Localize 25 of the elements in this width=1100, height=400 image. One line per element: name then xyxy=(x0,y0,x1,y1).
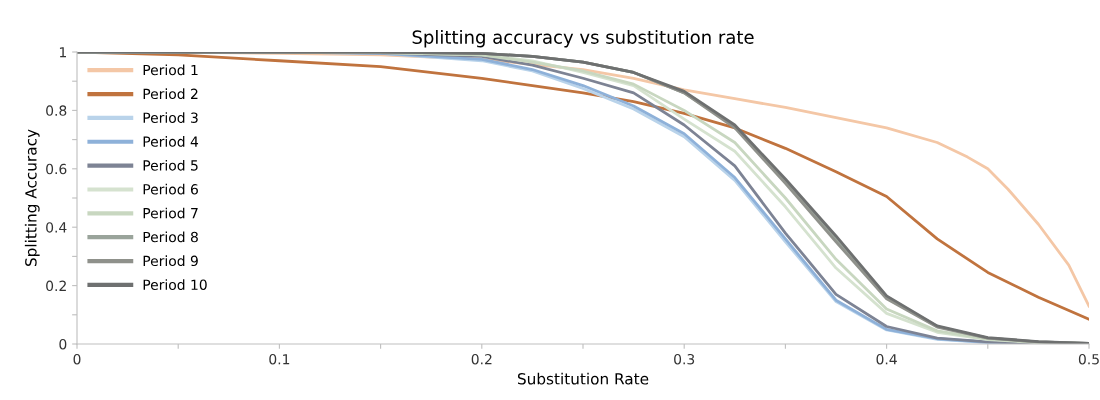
x-tick-label: 0.3 xyxy=(674,353,695,365)
y-tick-label: 0.6 xyxy=(46,163,67,175)
x-tick-label: 0 xyxy=(73,353,81,365)
legend-label: Period 1 xyxy=(143,64,198,76)
legend-label: Period 10 xyxy=(143,279,207,290)
x-axis-title: Substitution Rate xyxy=(517,372,649,385)
legend-label: Period 9 xyxy=(143,255,198,267)
x-tick-label: 0.2 xyxy=(471,353,492,365)
x-tick-label: 0.4 xyxy=(876,353,897,365)
legend-label: Period 4 xyxy=(143,136,199,147)
y-tick-label: 0 xyxy=(59,338,67,350)
y-tick-label: 0.2 xyxy=(46,280,66,292)
legend-label: Period 5 xyxy=(143,159,198,171)
chart-title: Splitting accuracy vs substitution rate xyxy=(412,29,754,48)
y-tick-label: 0.8 xyxy=(46,105,67,116)
y-tick-label: 0.4 xyxy=(46,222,67,233)
legend-label: Period 3 xyxy=(143,112,198,123)
legend-label: Period 7 xyxy=(143,207,198,219)
y-axis-title: Splitting Accuracy xyxy=(24,129,40,267)
legend-label: Period 6 xyxy=(143,183,198,195)
x-tick-label: 0.1 xyxy=(269,353,290,365)
legend-label: Period 2 xyxy=(143,88,198,100)
x-tick-label: 0.5 xyxy=(1078,353,1099,365)
y-tick-label: 1 xyxy=(59,47,66,58)
legend-label: Period 8 xyxy=(143,231,198,243)
